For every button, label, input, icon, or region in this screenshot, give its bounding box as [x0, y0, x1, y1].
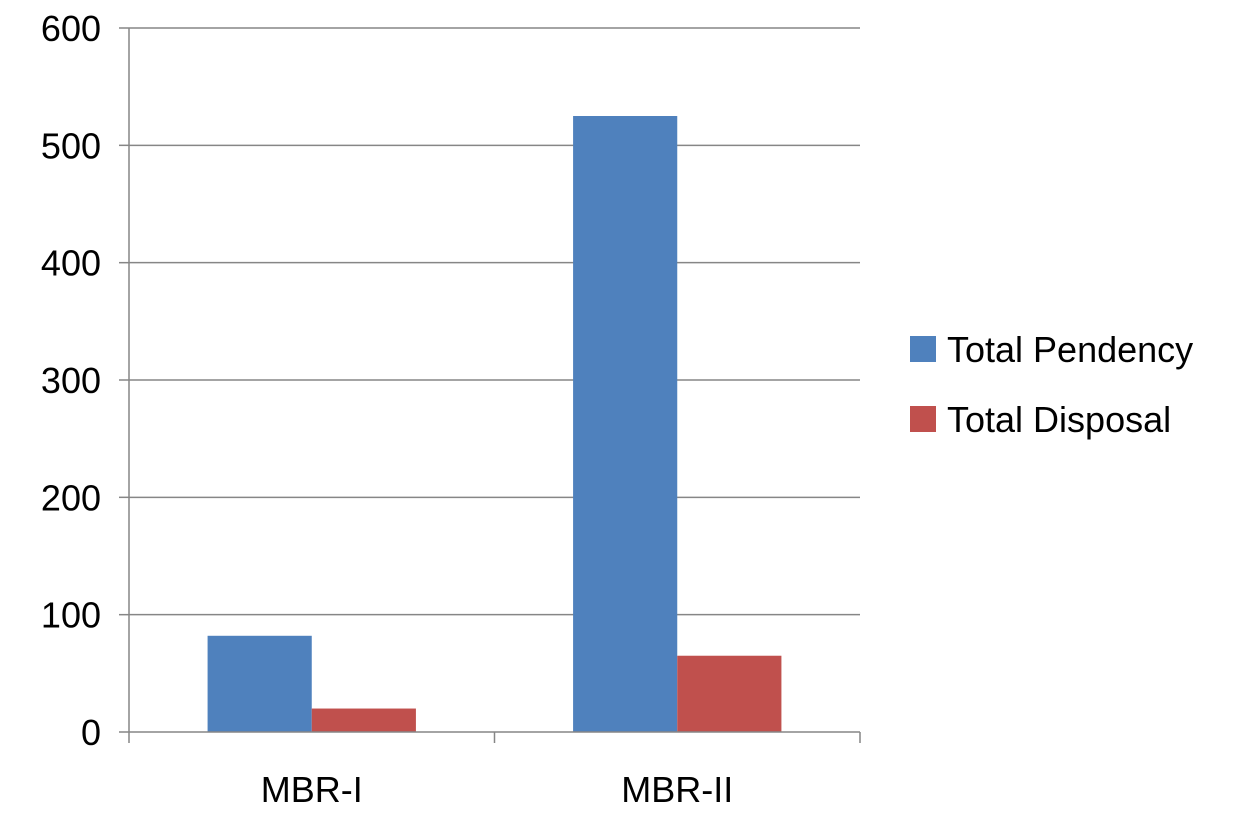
bar-total-disposal-mbr-ii — [677, 655, 782, 732]
bar-total-pendency-mbr-ii — [573, 116, 678, 732]
y-tick-label: 400 — [41, 243, 101, 284]
x-category-label: MBR-I — [261, 769, 363, 810]
legend-swatch — [910, 406, 936, 432]
bar-total-disposal-mbr-i — [311, 708, 416, 732]
y-tick-label: 100 — [41, 595, 101, 636]
gridlines — [129, 27, 860, 616]
bar-total-pendency-mbr-i — [207, 635, 312, 732]
y-tick-label: 500 — [41, 125, 101, 166]
y-tick-label: 600 — [41, 8, 101, 49]
legend-label: Total Disposal — [947, 399, 1171, 440]
legend-swatch — [910, 336, 936, 362]
x-axis-category-labels: MBR-I MBR-II — [261, 769, 734, 810]
y-tick-label: 0 — [81, 712, 101, 753]
y-axis-tick-labels: 0 100 200 300 400 500 600 — [41, 8, 101, 753]
y-tick-label: 300 — [41, 360, 101, 401]
legend: Total Pendency Total Disposal — [910, 329, 1193, 440]
x-category-label: MBR-II — [621, 769, 733, 810]
y-tick-label: 200 — [41, 477, 101, 518]
axes — [119, 27, 861, 743]
bars — [207, 116, 782, 732]
legend-label: Total Pendency — [947, 329, 1193, 370]
